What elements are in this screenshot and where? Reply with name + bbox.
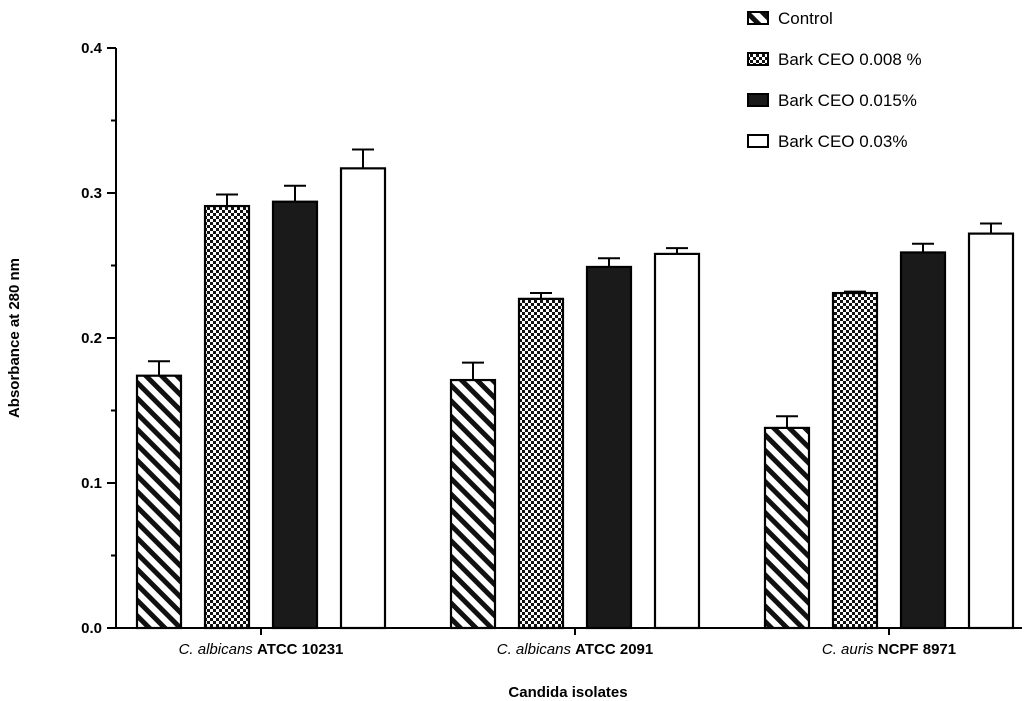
y-tick-label: 0.0 (81, 620, 102, 637)
error-bar (462, 363, 484, 380)
bar-solid (587, 267, 631, 628)
bars (137, 168, 1013, 628)
x-category-label: C. auris NCPF 8971 (822, 641, 956, 658)
bar-checker (205, 206, 249, 628)
legend: Control Bark CEO 0.008 % Bark CEO 0.015% Ba… (748, 9, 922, 151)
x-axis-title: Candida isolates (508, 684, 627, 701)
legend-item: Control (748, 9, 833, 28)
bar-empty (969, 234, 1013, 628)
legend-label: Control (778, 9, 833, 28)
bar-solid (273, 202, 317, 628)
y-axis-title: Absorbance at 280 nm (6, 258, 23, 418)
y-tick-label: 0.4 (81, 40, 103, 57)
error-bar (980, 223, 1002, 233)
y-tick-label: 0.3 (81, 185, 102, 202)
legend-swatch (748, 53, 768, 65)
error-bar (216, 194, 238, 206)
legend-item: Bark CEO 0.008 % (748, 50, 922, 69)
legend-item: Bark CEO 0.03% (748, 132, 907, 151)
error-bar (776, 416, 798, 428)
legend-swatch (748, 12, 768, 24)
x-category-label: C. albicans ATCC 10231 (179, 641, 344, 658)
error-bar (598, 258, 620, 267)
error-bar (148, 361, 170, 376)
legend-swatch (748, 135, 768, 147)
legend-item: Bark CEO 0.015% (748, 91, 917, 110)
legend-swatch (748, 94, 768, 106)
bar-checker (833, 293, 877, 628)
bar-hatch (451, 380, 495, 628)
bar-hatch (137, 376, 181, 628)
error-bar (284, 186, 306, 202)
bar-empty (341, 168, 385, 628)
legend-label: Bark CEO 0.008 % (778, 50, 922, 69)
error-bar (352, 150, 374, 169)
legend-label: Bark CEO 0.03% (778, 132, 907, 151)
bar-checker (519, 299, 563, 628)
error-bar (912, 244, 934, 253)
bar-solid (901, 252, 945, 628)
bar-empty (655, 254, 699, 628)
y-ticks: 0.0 0.1 0.2 0.3 0.4 (81, 40, 116, 637)
y-tick-label: 0.2 (81, 330, 102, 347)
y-tick-label: 0.1 (81, 475, 102, 492)
x-category-label: C. albicans ATCC 2091 (497, 641, 653, 658)
x-category-labels: C. albicans ATCC 10231 C. albicans ATCC 2… (179, 628, 957, 658)
bar-hatch (765, 428, 809, 628)
legend-label: Bark CEO 0.015% (778, 91, 917, 110)
